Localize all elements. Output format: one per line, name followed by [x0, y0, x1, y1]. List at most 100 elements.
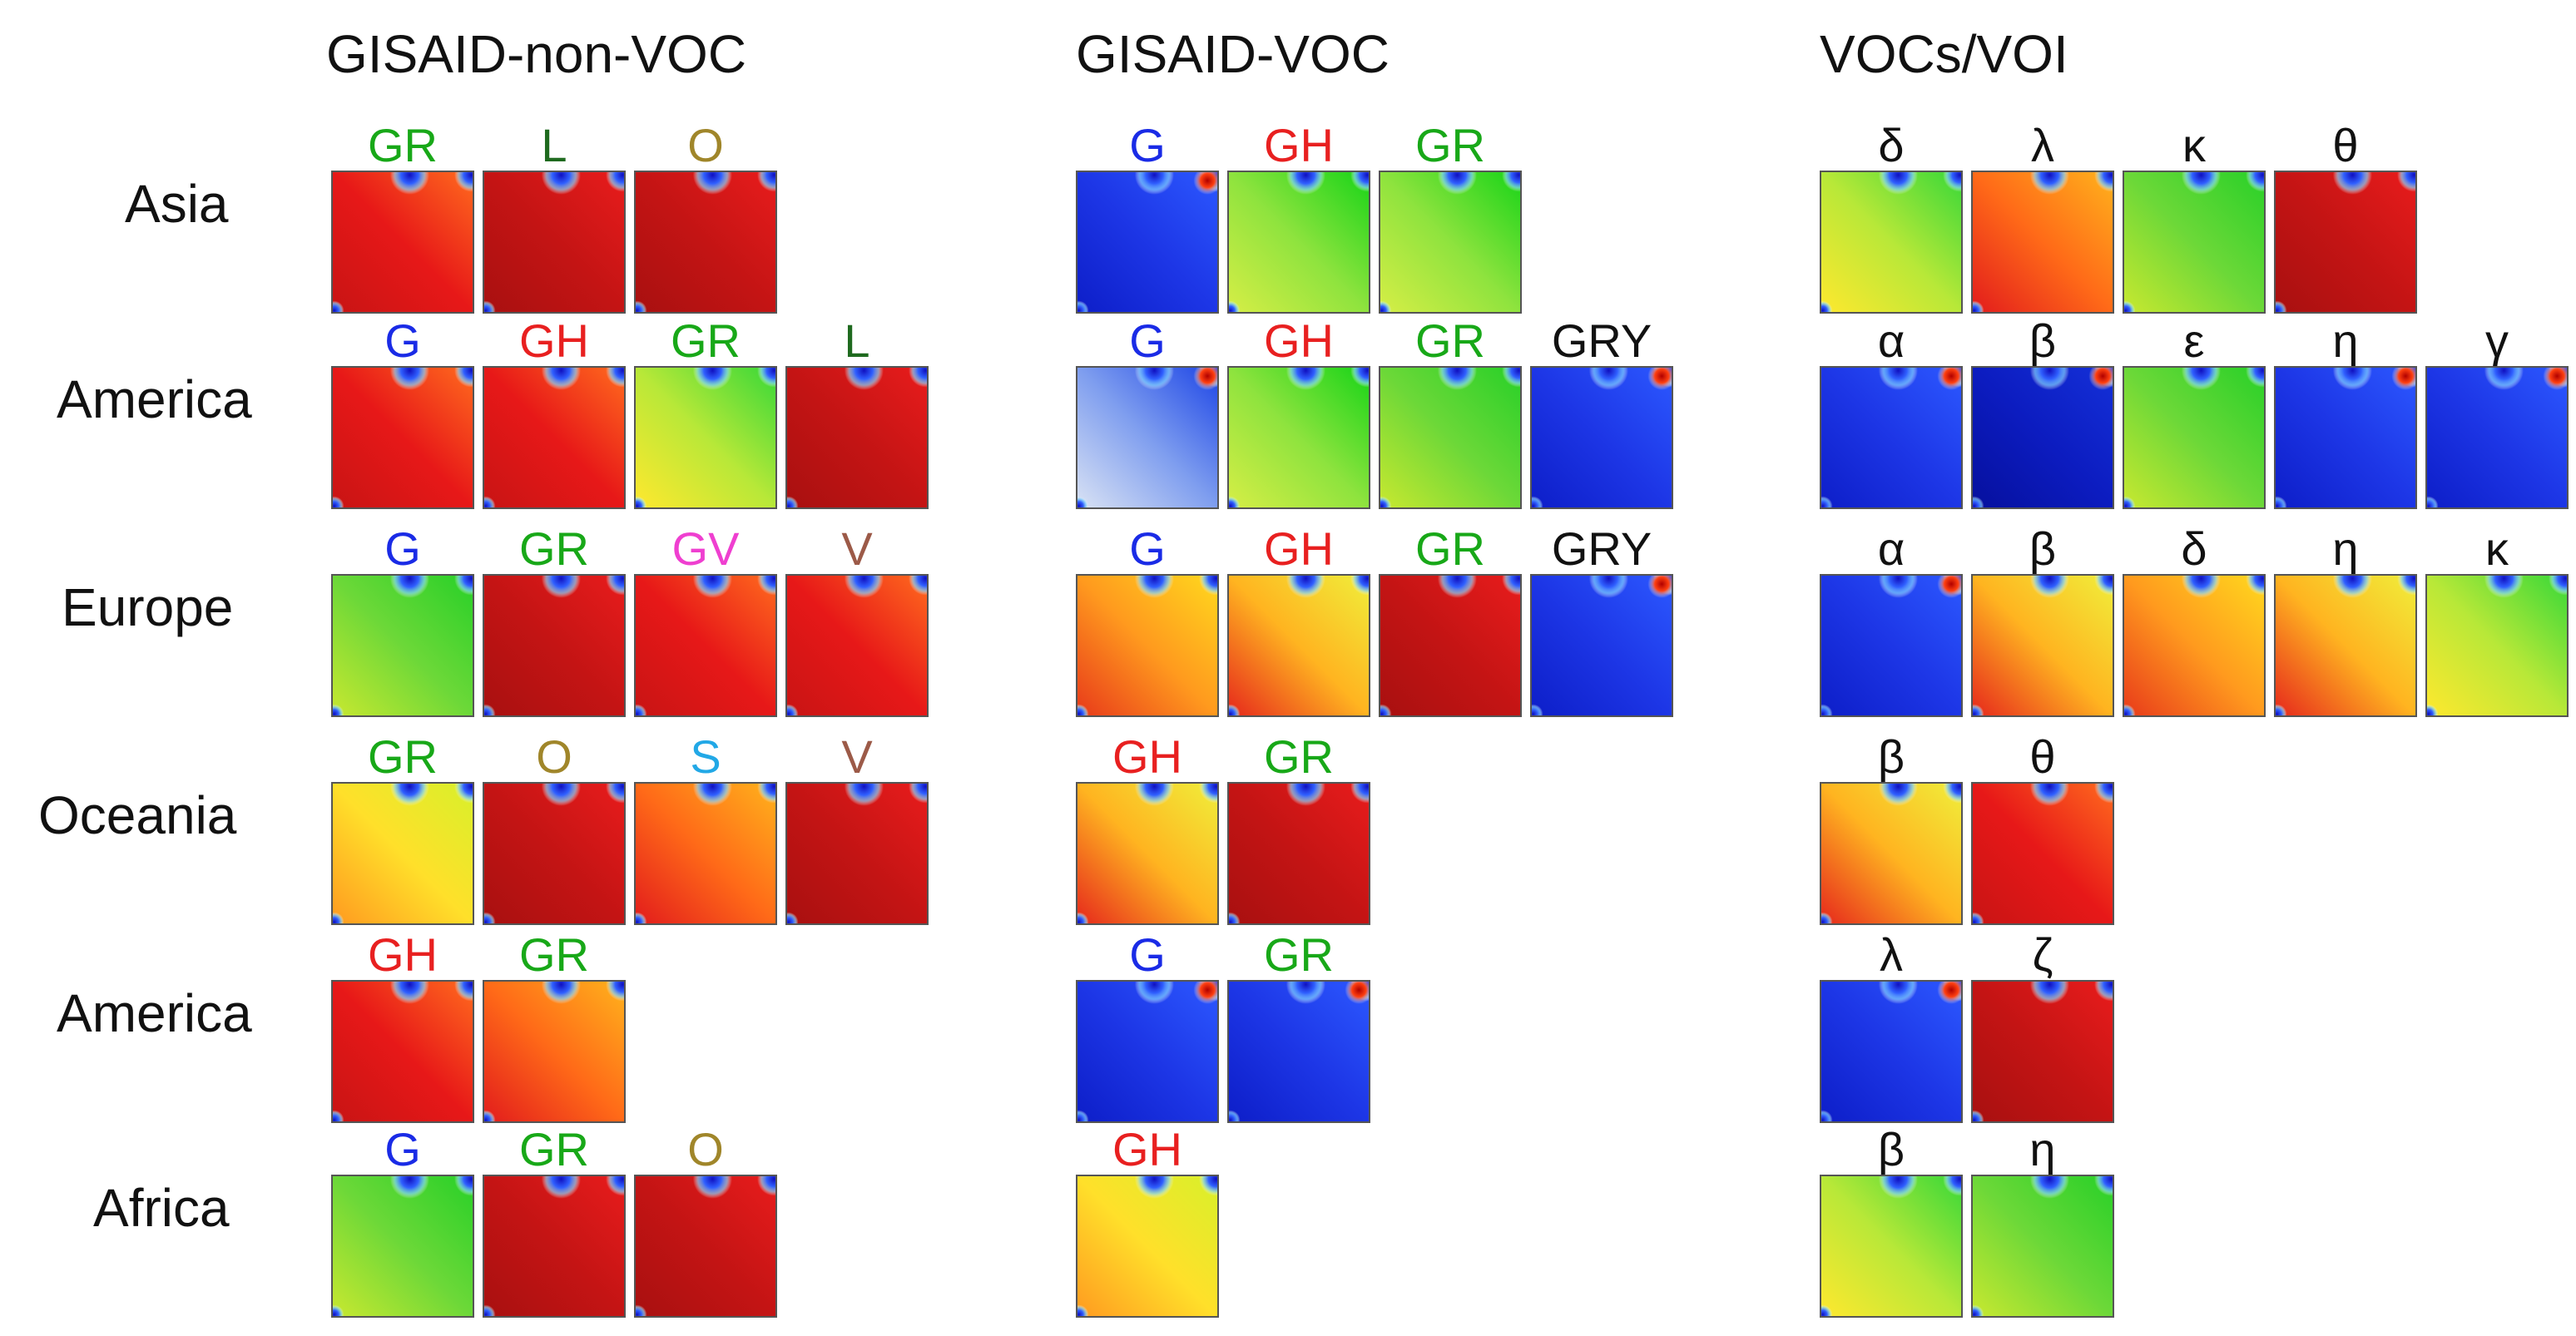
heatmap-tile: [634, 366, 777, 509]
tile-label: GH: [1264, 119, 1334, 171]
row-label-4: Oceania: [38, 785, 237, 845]
tile-label: GRY: [1551, 314, 1652, 367]
heatmap-tile: [2123, 366, 2266, 509]
tile-label: G: [384, 314, 421, 367]
heatmap-tile: [1379, 171, 1522, 314]
tile-label: GH: [1264, 522, 1334, 575]
tile-label: η: [2029, 1123, 2056, 1175]
heatmap-tile: [1379, 574, 1522, 717]
heatmap-image: [1973, 368, 2113, 507]
tile-label: GR: [1415, 314, 1485, 367]
heatmap-image: [1229, 368, 1369, 507]
heatmap-tile: [2274, 574, 2417, 717]
tile-label: V: [841, 730, 873, 783]
heatmap-image: [636, 368, 775, 507]
tile-label: γ: [2485, 314, 2509, 367]
heatmap-tile: [1076, 782, 1219, 925]
heatmap-tile: [2123, 171, 2266, 314]
tile-label: GH: [519, 314, 589, 367]
heatmap-tile: [483, 782, 626, 925]
heatmap-image: [484, 172, 624, 312]
heatmap-tile: [785, 366, 929, 509]
tile-label: G: [384, 522, 421, 575]
heatmap-tile: [785, 574, 929, 717]
heatmap-image: [1077, 576, 1217, 715]
tile-label: GR: [1415, 522, 1485, 575]
heatmap-tile: [331, 1175, 474, 1318]
heatmap-image: [636, 576, 775, 715]
tile-label: η: [2332, 314, 2359, 367]
column-title-1: GISAID-non-VOC: [326, 24, 747, 84]
heatmap-tile: [1820, 366, 1963, 509]
tile-label: GR: [519, 928, 589, 981]
heatmap-image: [2124, 576, 2264, 715]
heatmap-tile: [1227, 171, 1370, 314]
heatmap-image: [2427, 368, 2567, 507]
tile-label: O: [536, 730, 572, 783]
tile-label: S: [690, 730, 721, 783]
heatmap-tile: [483, 574, 626, 717]
heatmap-tile: [331, 574, 474, 717]
tile-label: L: [844, 314, 870, 367]
heatmap-image: [1973, 784, 2113, 923]
heatmap-tile: [1971, 980, 2114, 1123]
heatmap-image: [2276, 172, 2415, 312]
heatmap-tile: [2274, 171, 2417, 314]
heatmap-image: [1973, 1176, 2113, 1316]
heatmap-image: [1821, 368, 1961, 507]
heatmap-image: [1077, 982, 1217, 1121]
heatmap-tile: [785, 782, 929, 925]
heatmap-image: [333, 1176, 473, 1316]
heatmap-tile: [483, 980, 626, 1123]
heatmap-image: [333, 172, 473, 312]
tile-label: GR: [519, 522, 589, 575]
tile-label: λ: [1880, 928, 1903, 981]
heatmap-tile: [1530, 366, 1673, 509]
heatmap-image: [484, 1176, 624, 1316]
tile-label: ζ: [2032, 928, 2053, 981]
heatmap-tile: [1379, 366, 1522, 509]
tile-label: GR: [519, 1123, 589, 1175]
tile-label: G: [1129, 522, 1166, 575]
tile-label: GR: [1264, 730, 1334, 783]
heatmap-image: [2124, 172, 2264, 312]
heatmap-image: [1077, 172, 1217, 312]
heatmap-tile: [634, 782, 777, 925]
heatmap-image: [1973, 982, 2113, 1121]
heatmap-tile: [331, 782, 474, 925]
heatmap-tile: [1227, 366, 1370, 509]
heatmap-tile: [1971, 782, 2114, 925]
heatmap-tile: [1530, 574, 1673, 717]
heatmap-tile: [1971, 574, 2114, 717]
tile-label: GH: [1112, 1123, 1182, 1175]
tile-label: G: [1129, 314, 1166, 367]
tile-label: δ: [2181, 522, 2207, 575]
heatmap-tile: [483, 171, 626, 314]
heatmap-tile: [1076, 366, 1219, 509]
heatmap-tile: [483, 1175, 626, 1318]
tile-label: β: [2029, 314, 2057, 367]
heatmap-image: [636, 172, 775, 312]
tile-label: θ: [2029, 730, 2056, 783]
heatmap-tile: [1820, 980, 1963, 1123]
heatmap-tile: [483, 366, 626, 509]
heatmap-image: [1973, 172, 2113, 312]
heatmap-tile: [2123, 574, 2266, 717]
heatmap-tile: [1820, 1175, 1963, 1318]
heatmap-image: [1077, 784, 1217, 923]
heatmap-image: [787, 784, 927, 923]
heatmap-image: [787, 576, 927, 715]
tile-label: θ: [2332, 119, 2359, 171]
tile-label: G: [1129, 119, 1166, 171]
heatmap-image: [1821, 576, 1961, 715]
heatmap-image: [1821, 784, 1961, 923]
heatmap-image: [333, 784, 473, 923]
heatmap-image: [1380, 368, 1520, 507]
heatmap-image: [1532, 368, 1672, 507]
heatmap-tile: [1227, 574, 1370, 717]
row-label-1: Asia: [125, 174, 229, 234]
heatmap-tile: [1227, 980, 1370, 1123]
heatmap-image: [636, 1176, 775, 1316]
tile-label: β: [1877, 730, 1905, 783]
